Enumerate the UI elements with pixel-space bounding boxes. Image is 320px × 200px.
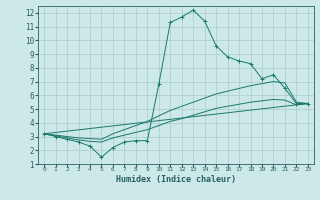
X-axis label: Humidex (Indice chaleur): Humidex (Indice chaleur)	[116, 175, 236, 184]
